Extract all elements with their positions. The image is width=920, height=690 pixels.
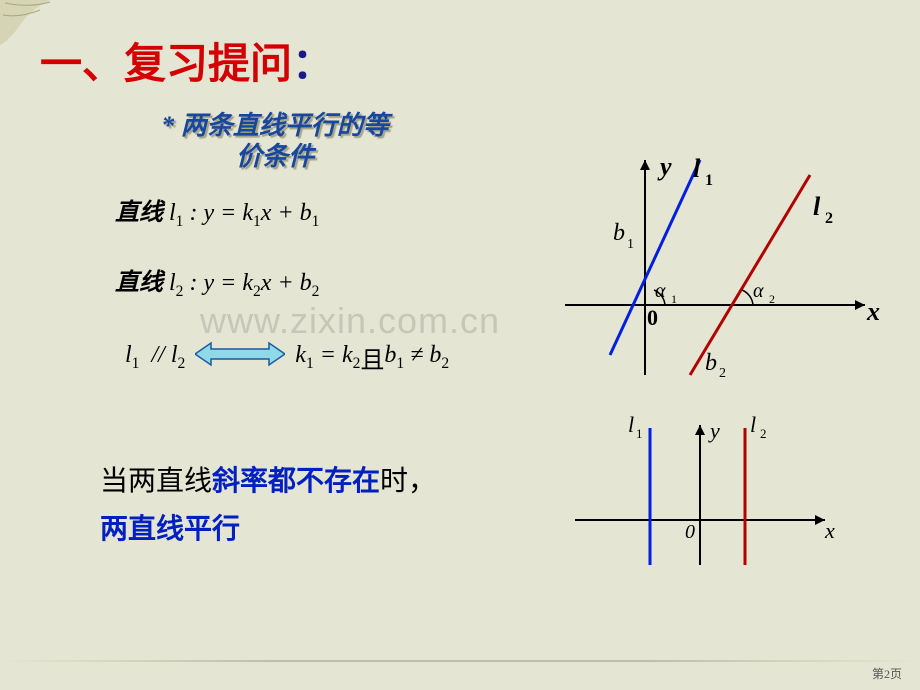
svg-text:α: α (655, 280, 666, 302)
svg-text:b: b (613, 220, 625, 246)
svg-text:1: 1 (627, 237, 634, 252)
bottom-text: 当两直线斜率都不存在时， 两直线平行 (100, 458, 436, 553)
equation-line-2: 直线 l2 : y = k2x + b2 (115, 262, 319, 301)
eq3-right1: k1 = k2 (295, 342, 360, 373)
svg-text:l: l (628, 412, 634, 437)
title-colon: ： (292, 42, 334, 88)
svg-text:y: y (708, 418, 720, 443)
svg-text:1: 1 (671, 292, 677, 306)
svg-text:0: 0 (685, 521, 695, 543)
bt-1c: 时， (380, 466, 436, 497)
svg-text:l: l (813, 192, 821, 221)
eq2-prefix: 直线 (115, 270, 169, 296)
svg-text:α: α (753, 280, 764, 302)
equivalence-line: l1 // l2 k1 = k2 且 b1 ≠ b2 (125, 340, 449, 375)
svg-text:2: 2 (760, 426, 767, 441)
svg-text:0: 0 (647, 305, 658, 330)
svg-text:l: l (750, 412, 756, 437)
watermark: www.zixin.com.cn (200, 300, 500, 342)
subtitle-line2: 价条件 (95, 141, 455, 172)
svg-text:x: x (824, 518, 835, 543)
svg-text:x: x (866, 297, 880, 326)
svg-text:1: 1 (705, 172, 713, 189)
coordinate-chart-2: y x 0 l 1 l 2 (560, 410, 840, 570)
bt-1a: 当两直线 (100, 466, 212, 497)
eq1-prefix: 直线 (115, 200, 169, 226)
bt-2: 两直线平行 (100, 506, 436, 554)
eq3-right2: b1 ≠ b2 (384, 342, 449, 373)
eq1-l: l (169, 200, 176, 226)
footer-divider (0, 660, 920, 662)
svg-text:2: 2 (769, 292, 775, 306)
double-arrow-icon (195, 341, 285, 374)
svg-text:b: b (705, 350, 717, 376)
bt-1b: 斜率都不存在 (212, 466, 380, 497)
svg-text:1: 1 (636, 426, 643, 441)
svg-text:l: l (693, 154, 701, 183)
title-text: 一、复习提问 (40, 42, 292, 88)
eq3-left: l1 // l2 (125, 342, 185, 373)
coordinate-chart-1: y x 0 l 1 l 2 b 1 b 2 α 1 α 2 (555, 145, 885, 385)
svg-text:2: 2 (825, 210, 833, 227)
subtitle: * 两条直线平行的等 价条件 (95, 110, 455, 172)
svg-text:y: y (657, 152, 672, 181)
equation-line-1: 直线 l1 : y = k1x + b1 (115, 192, 319, 231)
eq3-conj: 且 (360, 340, 384, 375)
svg-text:2: 2 (719, 366, 726, 381)
subtitle-line1: * 两条直线平行的等 (95, 110, 455, 141)
page-number: 第2页 (872, 665, 902, 682)
section-title: 一、复习提问： (40, 30, 334, 91)
